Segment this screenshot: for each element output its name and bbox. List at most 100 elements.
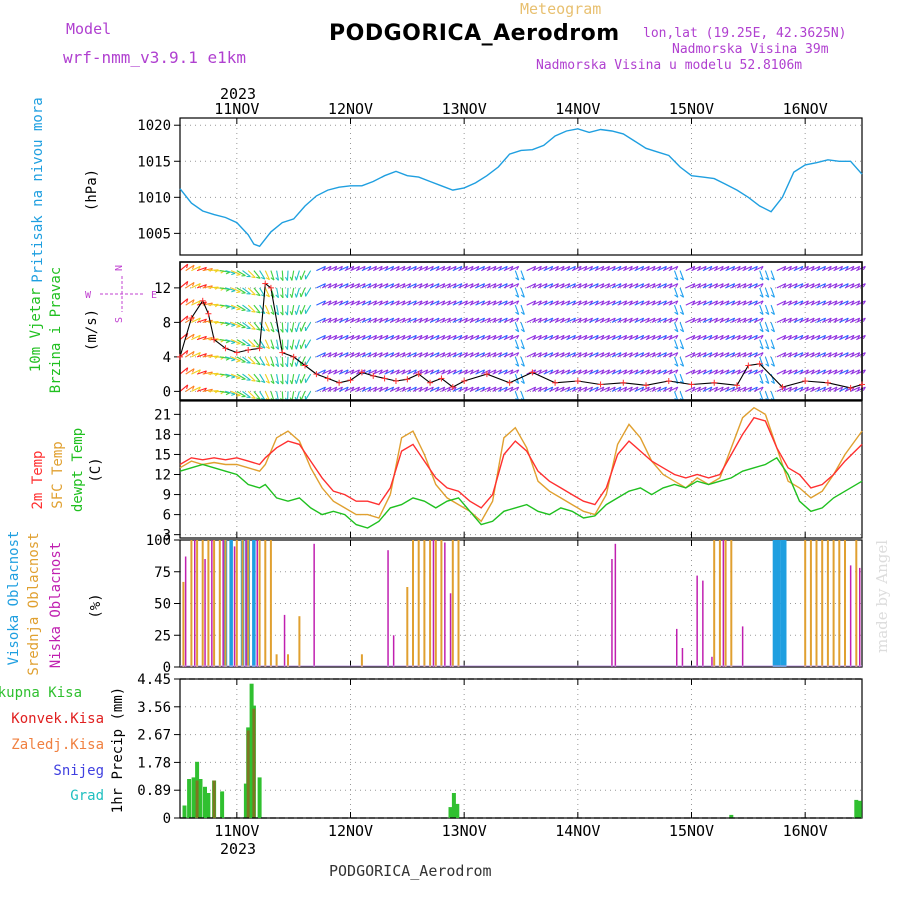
wind-barb: [549, 265, 559, 272]
cloud-bar: [429, 540, 432, 667]
wind-barb: [179, 315, 189, 323]
wind-barb: [662, 386, 673, 392]
wind-barb-head: [679, 346, 684, 350]
precip-total-bar: [187, 779, 192, 818]
wind-barb: [179, 384, 189, 392]
precip-total-bar: [455, 803, 460, 818]
wind-barb: [600, 265, 610, 272]
wind-barb-head: [516, 386, 520, 391]
wind-barb-head: [191, 282, 195, 287]
cloud-bar: [859, 567, 861, 667]
wind-barb: [514, 373, 520, 384]
wind-barb: [230, 390, 241, 396]
wind-barb: [753, 265, 764, 272]
wind-barb: [691, 352, 701, 358]
wind-barb: [679, 322, 685, 332]
wind-barb: [719, 317, 730, 323]
cloud-bar: [809, 540, 812, 667]
wind-barb: [498, 369, 508, 375]
wind-barb-head: [280, 363, 284, 368]
wind-barb: [713, 265, 724, 272]
wind-barb: [702, 369, 713, 375]
wind-barb: [259, 373, 266, 383]
wind-barb: [577, 386, 588, 392]
wind-barb: [594, 369, 605, 375]
wind-barb: [623, 300, 633, 306]
wind-barb: [713, 369, 724, 375]
clouds-ytick-label: 0: [163, 660, 171, 676]
wind-barb: [458, 317, 468, 323]
wind-barb: [458, 283, 468, 289]
wind-barb: [662, 352, 673, 358]
wind-barb: [634, 352, 644, 358]
wind-barb: [395, 334, 406, 341]
wind-barb: [759, 391, 764, 401]
bottom-xtick-label: 11NOV: [214, 822, 259, 840]
wind-barb: [247, 322, 256, 330]
wind-barb: [731, 300, 741, 306]
wind-barb: [571, 369, 582, 375]
wind-barb: [407, 369, 417, 375]
wind-barb: [390, 283, 400, 289]
wind-barb: [480, 334, 491, 341]
cloud-bar: [313, 543, 315, 667]
wind-barb: [452, 265, 463, 272]
wind-barb: [300, 322, 306, 332]
wind-barb: [560, 265, 571, 272]
wind-barb: [719, 300, 730, 306]
cloud-bar: [713, 540, 716, 667]
wind-barb: [560, 300, 571, 306]
precip-conv-bar: [246, 730, 250, 818]
wind-barb: [856, 334, 866, 341]
wind-barb: [316, 334, 326, 341]
wind-barb: [429, 334, 440, 341]
wind-barb-head: [299, 379, 302, 384]
wind-barb: [816, 265, 826, 272]
wind-barb: [196, 335, 207, 341]
wind-barb-head: [197, 283, 201, 288]
wind-barb: [833, 352, 843, 358]
wind-barb: [566, 352, 576, 358]
wind-barb: [651, 300, 662, 306]
wind-barb-head: [260, 380, 266, 384]
wind-barb: [361, 386, 372, 392]
wind-barb-head: [765, 328, 770, 333]
wind-barb: [191, 317, 201, 323]
wind-barb: [810, 369, 821, 375]
wind-barb: [242, 356, 251, 364]
wind-ytick-label: 4: [163, 350, 171, 366]
wind-barb: [725, 369, 735, 375]
wind-barb: [810, 283, 821, 289]
wind-barb: [611, 317, 622, 323]
wind-barb: [657, 386, 667, 392]
wind-barb: [668, 334, 679, 341]
wind-barb: [594, 300, 605, 306]
wind-barb-head: [770, 346, 775, 350]
wind-barb-head: [280, 277, 284, 281]
wind-barb: [708, 352, 718, 358]
wind-barb: [418, 265, 429, 272]
wind-barb: [333, 369, 343, 375]
wind-barb: [708, 334, 718, 341]
wind-barb-head: [520, 380, 525, 384]
wind-barb-head: [270, 380, 275, 385]
wind-barb: [384, 283, 394, 289]
wind-barb: [264, 287, 270, 298]
cloud-bar: [772, 540, 777, 667]
wind-barb-head: [675, 300, 679, 305]
wind-barb: [441, 334, 451, 341]
wind-barb-head: [760, 335, 764, 340]
wind-barb: [821, 334, 832, 341]
clouds-ytick-label: 50: [154, 597, 171, 613]
wind-barb: [191, 334, 201, 341]
cloud-bar: [417, 540, 420, 667]
wind-barbs: [179, 263, 866, 402]
wind-barb: [821, 300, 832, 306]
wind-barb: [486, 352, 497, 358]
wind-barb: [463, 334, 474, 341]
temperature-ytick-label: 18: [154, 427, 171, 443]
wind-barb: [673, 270, 679, 281]
wind-barb: [469, 352, 480, 358]
wind-barb: [225, 287, 236, 292]
cloud-bar: [821, 540, 824, 667]
